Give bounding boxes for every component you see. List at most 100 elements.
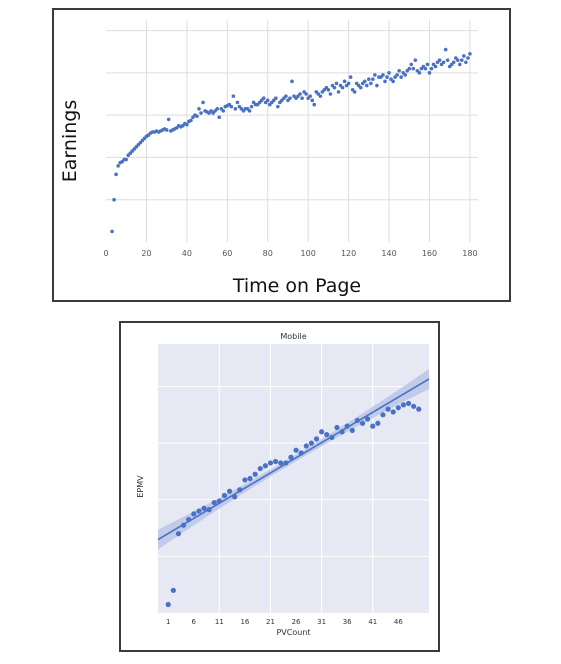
data-point — [328, 92, 333, 96]
data-point — [197, 107, 201, 111]
data-point — [348, 75, 353, 79]
data-point — [413, 58, 418, 62]
data-point — [231, 94, 236, 98]
data-point — [191, 511, 197, 517]
data-point — [416, 406, 422, 412]
data-point — [409, 62, 414, 67]
data-point — [247, 109, 252, 113]
data-point — [206, 507, 212, 513]
data-point — [124, 157, 129, 162]
data-point — [433, 64, 438, 69]
x-tick-label: 60 — [222, 249, 232, 258]
data-point — [318, 94, 323, 98]
data-point — [380, 412, 386, 418]
data-point — [429, 66, 434, 71]
data-point — [199, 111, 203, 115]
x-axis-label: PVCount — [276, 628, 310, 637]
x-tick-label: 120 — [341, 249, 356, 258]
data-point — [284, 94, 288, 98]
data-point — [411, 66, 416, 71]
data-point — [319, 429, 325, 435]
regression-line — [157, 378, 430, 541]
data-point — [375, 420, 381, 426]
data-point — [288, 96, 292, 101]
x-tick-label: 180 — [462, 249, 477, 258]
data-point — [261, 96, 266, 101]
data-point — [186, 516, 192, 523]
earnings-scatter-chart: 0 20 40 60 80 100 120 140 160 180 Time on Page Earn… — [59, 20, 478, 297]
data-point — [165, 601, 171, 608]
x-axis-label: Time on Page — [232, 275, 361, 297]
data-point — [185, 122, 189, 127]
data-point — [458, 62, 462, 67]
x-tick-label: 46 — [394, 618, 403, 626]
data-point — [303, 443, 309, 449]
data-point — [249, 104, 254, 109]
data-point — [262, 463, 268, 469]
data-point — [336, 90, 341, 94]
data-point — [399, 75, 403, 79]
data-point — [235, 100, 240, 105]
data-point — [313, 436, 320, 442]
data-point — [114, 172, 118, 177]
data-point — [237, 487, 243, 493]
data-point — [358, 85, 363, 90]
data-point — [466, 56, 470, 60]
chart-title: Mobile — [280, 332, 306, 341]
x-tick-label: 26 — [292, 618, 301, 626]
x-tick-label: 11 — [215, 618, 224, 626]
data-point — [460, 58, 464, 62]
data-point — [352, 90, 357, 94]
mobile-chart-panel: 1 6 11 16 21 26 31 36 41 46 Mobile PVCount EPMV — [119, 321, 440, 652]
data-point — [385, 75, 389, 79]
data-point — [349, 427, 355, 433]
data-point — [405, 400, 412, 407]
data-point — [308, 94, 312, 98]
data-point — [359, 420, 366, 426]
data-point — [423, 66, 428, 71]
data-point — [247, 475, 253, 482]
data-point — [383, 79, 387, 84]
data-point — [196, 508, 202, 514]
data-point — [381, 73, 385, 77]
data-point — [362, 79, 367, 84]
data-point — [278, 460, 284, 466]
data-point — [201, 505, 207, 511]
data-point — [312, 102, 317, 107]
plot-background — [158, 344, 429, 613]
data-point — [233, 107, 238, 111]
data-point — [468, 52, 472, 56]
x-tick-label: 36 — [343, 618, 352, 626]
data-point — [340, 85, 345, 90]
data-point — [464, 60, 468, 65]
data-point — [391, 79, 395, 84]
data-point — [267, 460, 274, 466]
data-point — [170, 587, 176, 593]
x-tick-label: 80 — [263, 249, 273, 258]
data-point — [332, 85, 337, 90]
data-point — [411, 403, 417, 409]
data-point — [232, 494, 238, 500]
data-point — [437, 58, 442, 62]
data-point — [229, 104, 234, 109]
data-point — [273, 458, 279, 465]
x-tick-label: 16 — [240, 618, 249, 626]
data-point — [417, 71, 422, 75]
data-point — [334, 424, 340, 431]
data-point — [397, 68, 401, 73]
x-tick-label: 20 — [141, 249, 151, 258]
data-point — [226, 488, 233, 494]
x-tick-label: 160 — [422, 249, 437, 258]
data-point — [180, 522, 187, 528]
data-point — [370, 423, 376, 429]
data-point — [324, 432, 330, 438]
data-point — [276, 104, 280, 109]
data-point — [445, 58, 450, 62]
data-point — [369, 81, 373, 86]
data-point — [242, 477, 248, 483]
data-point — [346, 81, 351, 86]
data-point — [290, 79, 294, 84]
data-point — [288, 454, 294, 460]
x-tick-label: 6 — [192, 618, 197, 626]
